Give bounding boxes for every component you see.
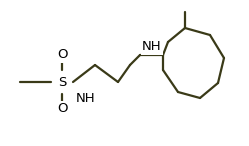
Text: NH: NH [76,93,96,106]
Text: O: O [57,48,67,61]
Text: NH: NH [142,40,162,53]
Text: O: O [57,102,67,115]
Text: S: S [58,75,66,88]
